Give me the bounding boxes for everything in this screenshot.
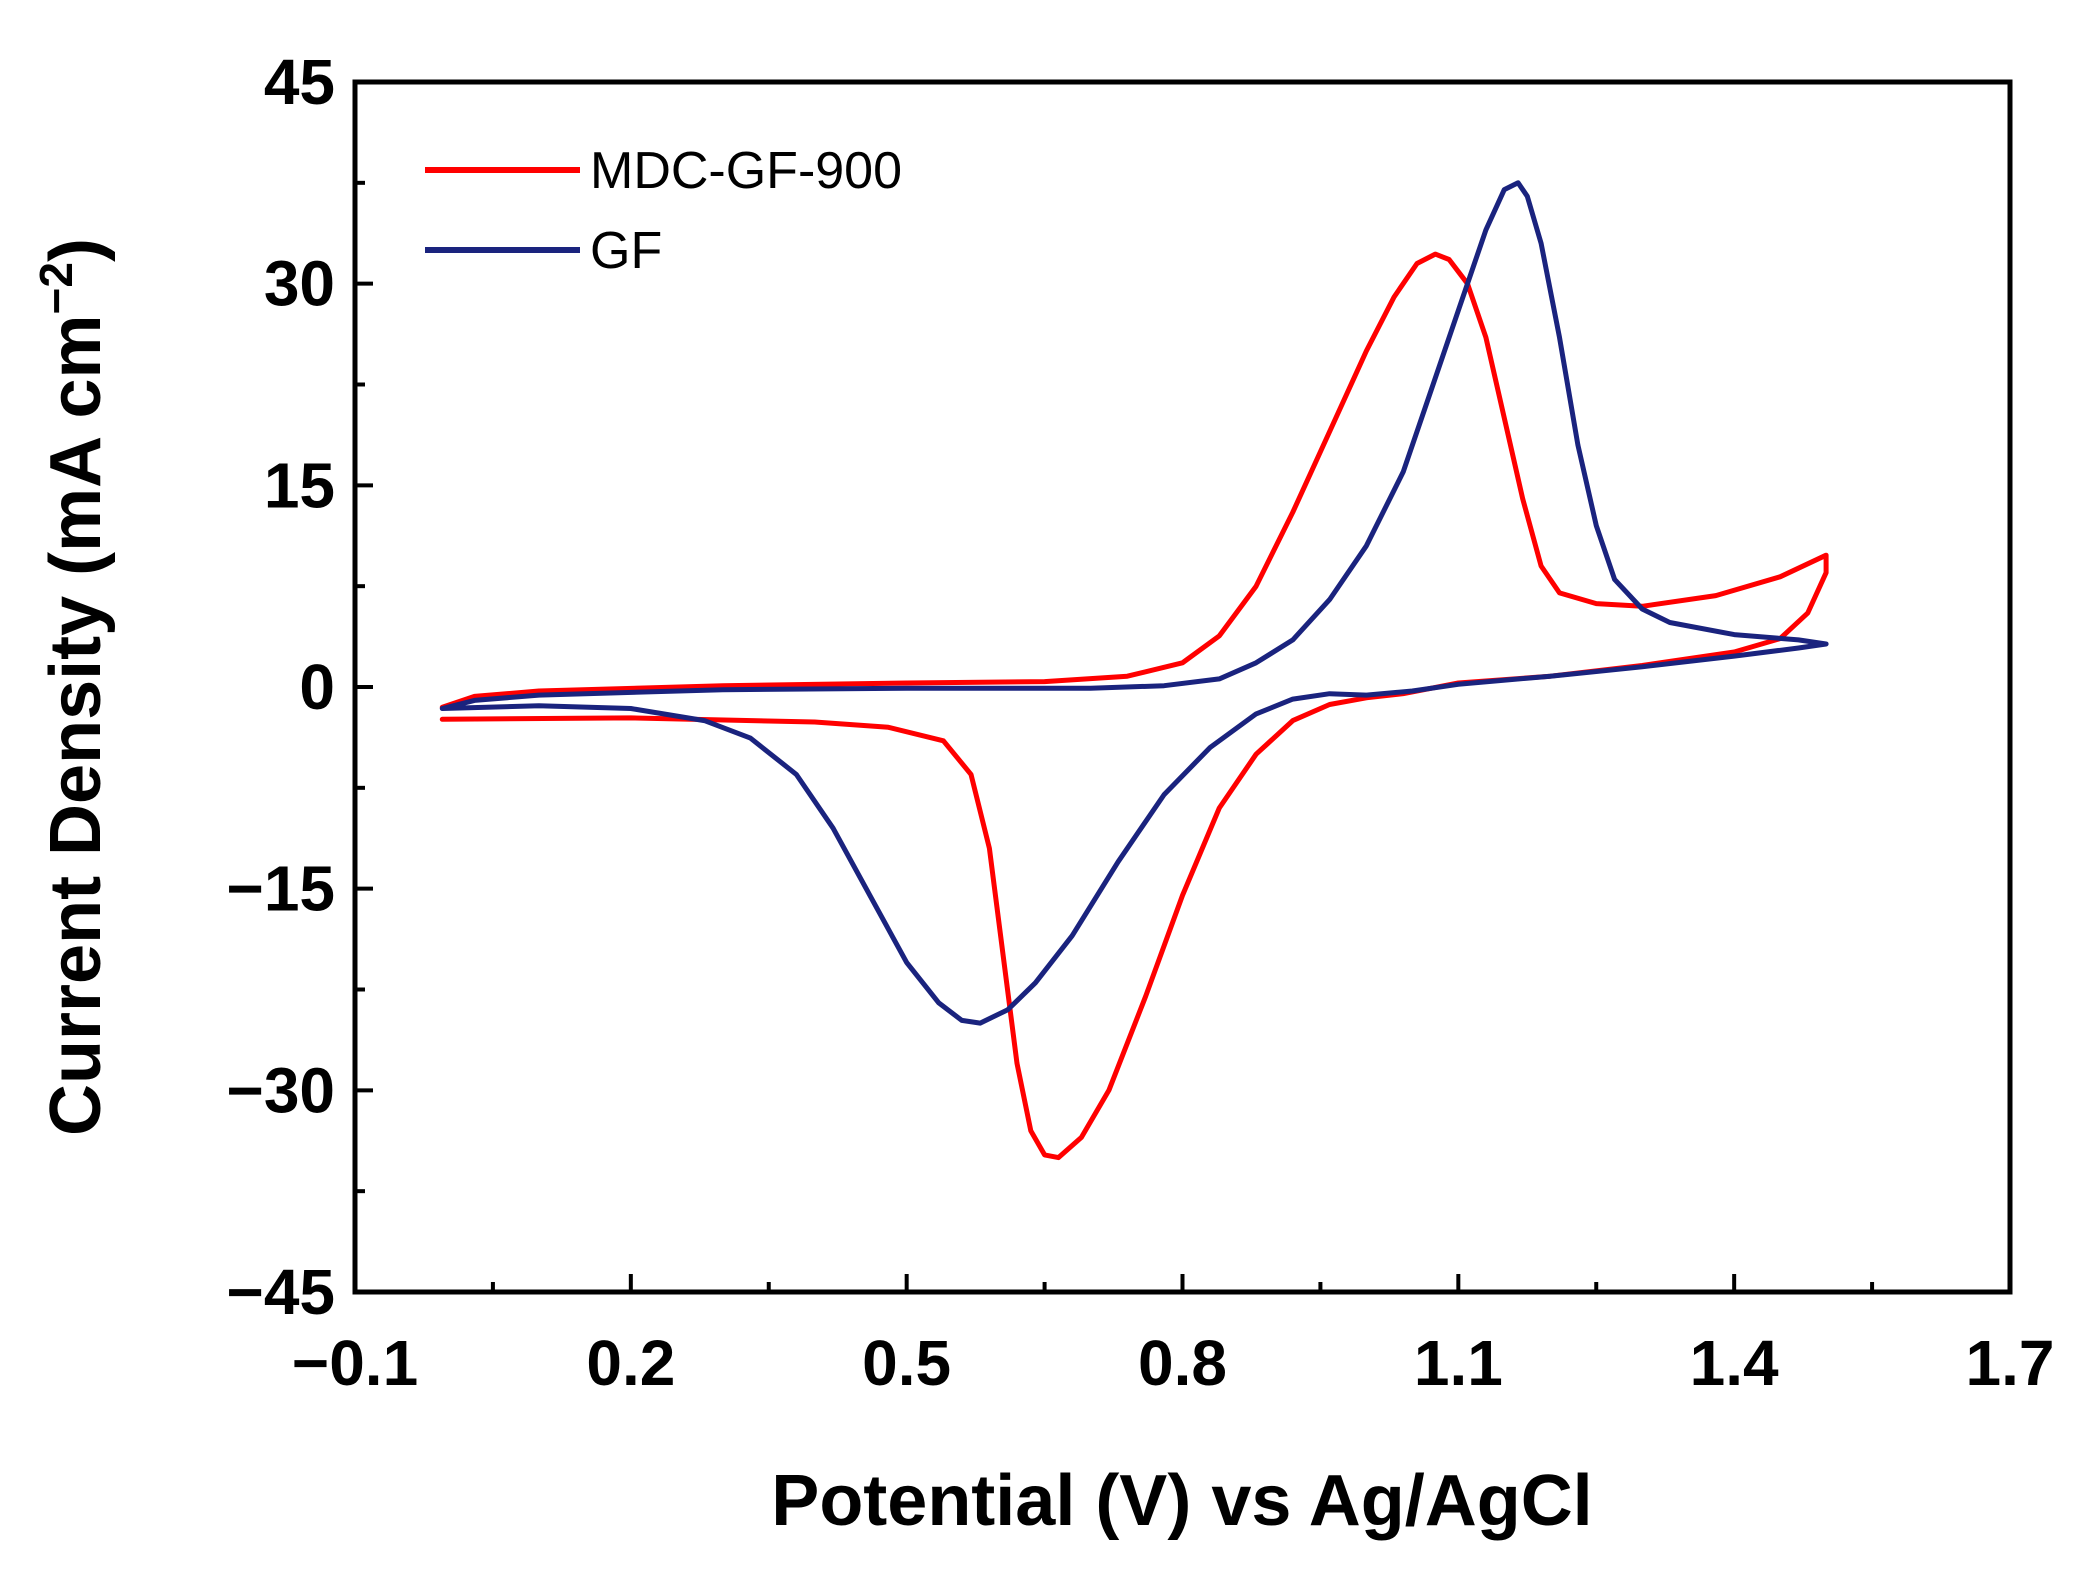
- x-tick-label: 1.1: [1414, 1327, 1503, 1399]
- y-tick-label: −30: [226, 1054, 335, 1126]
- x-axis-title: Potential (V) vs Ag/AgCl: [771, 1461, 1592, 1541]
- x-tick-label: 1.7: [1966, 1327, 2055, 1399]
- x-tick-label: 0.8: [1138, 1327, 1227, 1399]
- x-tick-label: 1.4: [1690, 1327, 1779, 1399]
- x-tick-label: −0.1: [292, 1327, 418, 1399]
- legend-label-mdc-gf-900: MDC-GF-900: [590, 142, 902, 200]
- plot-frame: [352, 79, 2013, 1295]
- data-series: [439, 180, 1829, 1161]
- y-tick-label: 30: [264, 248, 335, 320]
- y-tick-label: 15: [264, 449, 335, 521]
- y-axis-title-sup: −2: [30, 262, 82, 314]
- y-tick-label: −45: [226, 1256, 335, 1328]
- series-line-gf: [439, 180, 1829, 1026]
- x-tick-label: 0.2: [586, 1327, 675, 1399]
- y-axis-title: Current Density (mA cm−2): [30, 238, 116, 1136]
- y-tick-label: 45: [264, 46, 335, 118]
- y-axis-title-main: Current Density (mA cm: [36, 314, 116, 1136]
- series-line-mdc-gf-900: [439, 251, 1829, 1161]
- y-tick-label: 0: [299, 651, 335, 723]
- axis-tick-labels: −0.1 0.2 0.5 0.8 1.1 1.4 1.7 45 30 15 0 −15 −30 −45: [226, 46, 2054, 1399]
- legend: MDC-GF-900 GF: [425, 142, 902, 280]
- y-tick-label: −15: [226, 853, 335, 925]
- x-tick-label: 0.5: [862, 1327, 951, 1399]
- y-axis-title-close: ): [36, 238, 116, 262]
- legend-label-gf: GF: [590, 222, 662, 280]
